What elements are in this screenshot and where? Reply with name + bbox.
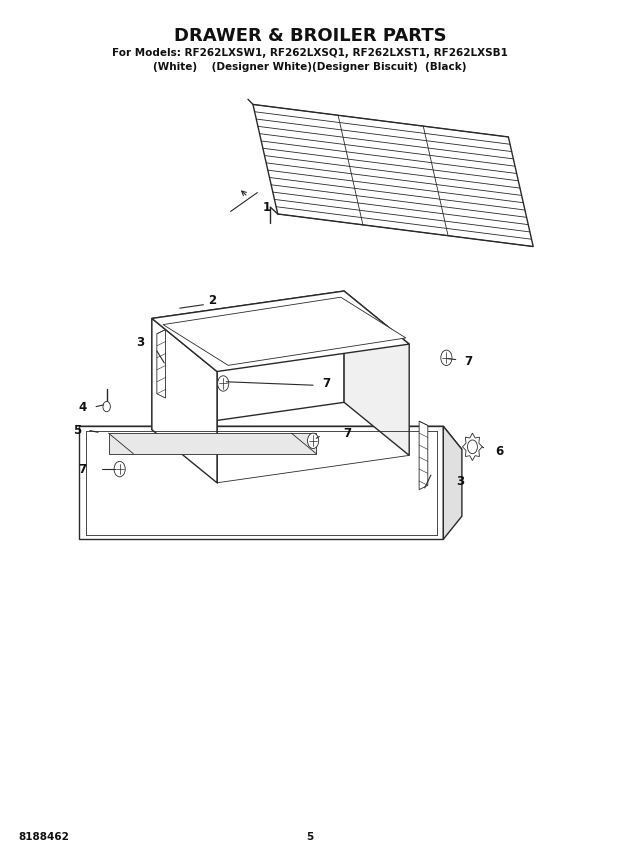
Text: 7: 7 [322,377,331,390]
Polygon shape [463,433,482,461]
Polygon shape [163,297,406,366]
Text: 7: 7 [464,354,472,368]
Circle shape [218,376,229,391]
Circle shape [308,433,319,449]
Text: eReplacementParts.com: eReplacementParts.com [246,433,374,443]
Text: 4: 4 [78,401,87,414]
Polygon shape [152,291,409,372]
Polygon shape [152,318,217,483]
Text: 1: 1 [262,200,271,214]
Polygon shape [79,426,443,539]
Polygon shape [253,104,533,247]
Text: 5: 5 [306,832,314,842]
Polygon shape [443,426,462,539]
Circle shape [467,440,477,454]
Text: 7: 7 [78,462,87,476]
Text: For Models: RF262LXSW1, RF262LXSQ1, RF262LXST1, RF262LXSB1: For Models: RF262LXSW1, RF262LXSQ1, RF26… [112,48,508,58]
Polygon shape [157,330,166,398]
Polygon shape [419,421,428,490]
Text: 7: 7 [343,427,352,441]
Text: DRAWER & BROILER PARTS: DRAWER & BROILER PARTS [174,27,446,45]
Polygon shape [344,291,409,455]
Text: 8188462: 8188462 [19,832,69,842]
Text: 3: 3 [136,336,144,349]
Circle shape [114,461,125,477]
Polygon shape [108,433,316,454]
Circle shape [441,350,452,366]
Text: 6: 6 [495,445,503,459]
Text: 3: 3 [456,475,465,489]
Text: 2: 2 [208,294,216,307]
Polygon shape [152,291,344,430]
Text: (White)    (Designer White)(Designer Biscuit)  (Black): (White) (Designer White)(Designer Biscui… [153,62,467,72]
Polygon shape [79,426,462,449]
Text: 5: 5 [73,424,82,437]
Circle shape [103,401,110,412]
